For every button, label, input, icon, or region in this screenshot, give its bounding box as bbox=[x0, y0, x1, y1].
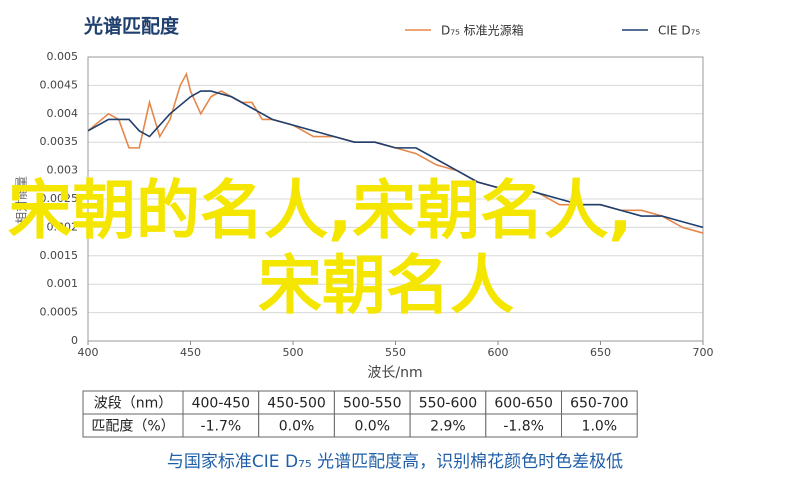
legend-label: D₇₅ 标准光源箱 bbox=[441, 23, 524, 38]
overlay-text: 宋朝名人 bbox=[258, 250, 514, 324]
table-text: 500-550 bbox=[343, 396, 402, 412]
chart-title: 光谱匹配度 bbox=[83, 15, 180, 38]
y-axis-label: 相对能量 bbox=[15, 176, 29, 224]
table-text: 450-500 bbox=[267, 396, 326, 412]
series-line bbox=[87, 90, 704, 229]
table-text: -1.7% bbox=[201, 419, 242, 435]
series-line bbox=[87, 71, 704, 234]
legend-label: CIE D₇₅ bbox=[658, 24, 700, 38]
y-tick-label: 0.002 bbox=[47, 220, 79, 233]
y-tick-label: 0.0045 bbox=[40, 78, 79, 91]
table-text: 0.0% bbox=[354, 419, 390, 435]
table-text: 1.0% bbox=[582, 419, 618, 435]
table-text: 0.0% bbox=[279, 419, 315, 435]
y-tick-label: 0.005 bbox=[47, 50, 79, 63]
caption: 与国家标准CIE D₇₅ 光谱匹配度高，识别棉花颜色时色差极低 bbox=[167, 452, 623, 472]
table-text: 400-450 bbox=[192, 396, 251, 412]
table-text: 650-700 bbox=[570, 396, 629, 412]
x-tick-label: 700 bbox=[693, 346, 714, 359]
x-tick-label: 650 bbox=[590, 346, 611, 359]
x-tick-label: 450 bbox=[180, 346, 201, 359]
y-tick-label: 0.0035 bbox=[40, 135, 79, 148]
x-tick-label: 400 bbox=[78, 346, 99, 359]
y-tick-label: 0.001 bbox=[47, 277, 79, 290]
x-axis-label: 波长/nm bbox=[367, 365, 422, 381]
x-tick-label: 500 bbox=[283, 346, 304, 359]
table-text: 匹配度（%） bbox=[91, 419, 174, 435]
overlay-text: 宋朝的名人,宋朝名人, bbox=[8, 175, 633, 249]
y-tick-label: 0.0015 bbox=[40, 249, 79, 262]
table-text: -1.8% bbox=[503, 419, 544, 435]
y-tick-label: 0.0025 bbox=[40, 192, 79, 205]
y-tick-label: 0 bbox=[71, 334, 78, 347]
x-tick-label: 600 bbox=[488, 346, 509, 359]
table-text: 波段（nm） bbox=[94, 396, 173, 412]
plot-border bbox=[87, 56, 704, 342]
y-tick-label: 0.003 bbox=[47, 164, 79, 177]
table-text: 550-600 bbox=[419, 396, 478, 412]
table-text: 2.9% bbox=[430, 419, 466, 435]
y-tick-label: 0.0005 bbox=[40, 306, 79, 319]
table-text: 600-650 bbox=[494, 396, 553, 412]
y-tick-label: 0.004 bbox=[47, 107, 79, 120]
x-tick-label: 550 bbox=[385, 346, 406, 359]
table-cell bbox=[561, 413, 638, 438]
